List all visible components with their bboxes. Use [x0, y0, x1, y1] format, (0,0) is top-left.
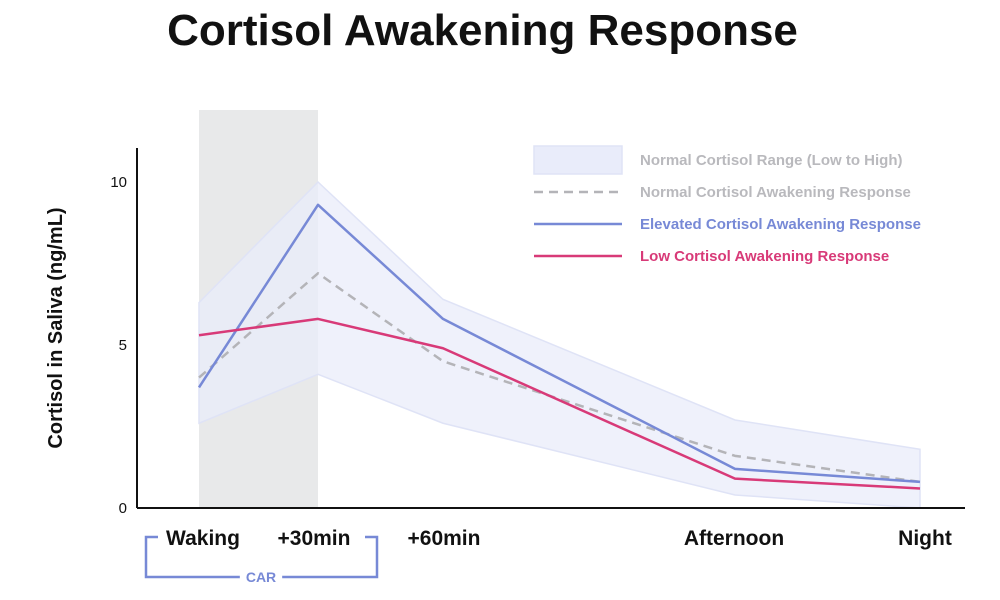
- legend-label-0: Normal Cortisol Awakening Response: [640, 184, 911, 201]
- x-category-label: Afternoon: [684, 527, 784, 550]
- legend-swatch-band: [533, 145, 623, 175]
- legend-label-1: Elevated Cortisol Awakening Response: [640, 216, 921, 233]
- x-category-label: +30min: [278, 527, 351, 550]
- x-category-label: +60min: [408, 527, 481, 550]
- x-category-label: Waking: [166, 527, 240, 550]
- legend-label-band: Normal Cortisol Range (Low to High): [640, 152, 903, 169]
- y-axis-label: Cortisol in Saliva (ng/mL): [45, 207, 67, 448]
- series-line-0: [198, 272, 921, 484]
- legend-label-2: Low Cortisol Awakening Response: [640, 248, 889, 265]
- car-label: CAR: [246, 569, 276, 585]
- car-label-background: [239, 569, 283, 585]
- chart-title: Cortisol Awakening Response: [167, 6, 798, 55]
- y-tick-label: 5: [119, 337, 127, 354]
- x-category-label: Night: [898, 527, 952, 550]
- legend: Normal Cortisol Range (Low to High) Norma…: [533, 145, 921, 265]
- y-tick-label: 10: [110, 174, 127, 191]
- y-tick-label: 0: [119, 500, 127, 517]
